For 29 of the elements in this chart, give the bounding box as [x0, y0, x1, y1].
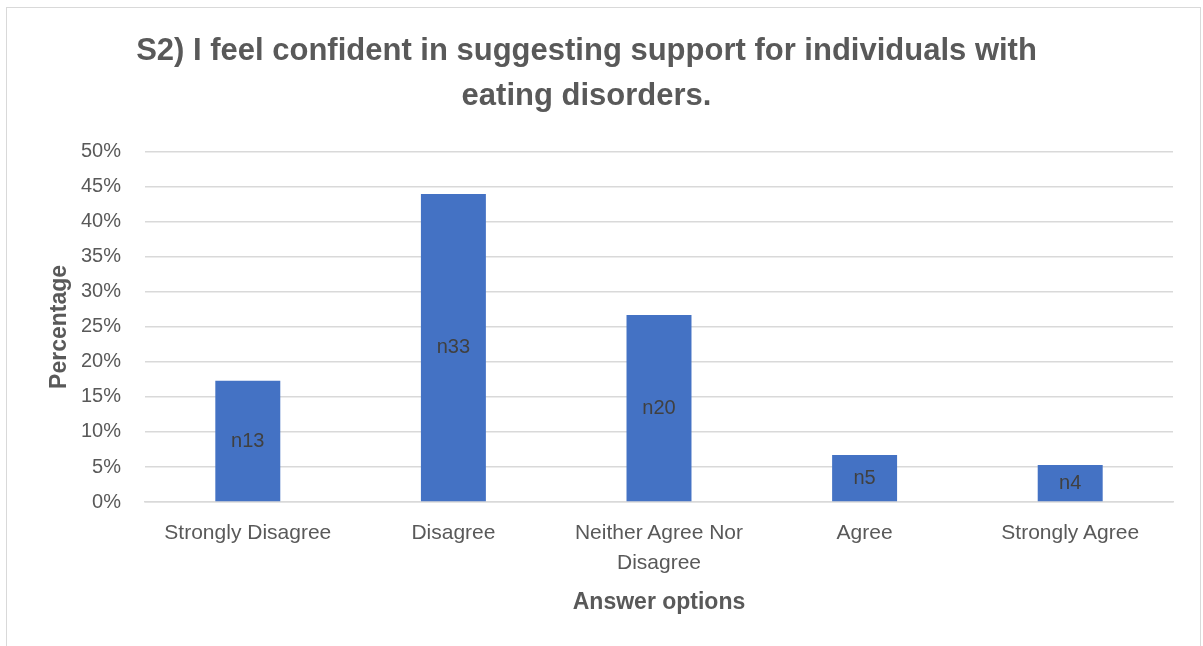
x-tick-label: Disagree [411, 520, 496, 544]
bar [832, 455, 898, 502]
y-tick-label: 45% [80, 174, 122, 197]
y-tick-label: 15% [80, 384, 122, 407]
bar [626, 315, 692, 502]
y-tick-label: 40% [80, 209, 122, 232]
y-tick-label: 0% [92, 489, 122, 512]
y-axis-title: Percentage [45, 264, 72, 389]
data-label: n4 [1059, 470, 1082, 493]
y-tick-label: 25% [80, 314, 122, 337]
bar [1037, 464, 1103, 502]
chart-title: S2) I feel confident in suggesting support for individuals with eating disorders. [136, 32, 1037, 112]
y-tick-label: 50% [80, 139, 122, 162]
y-tick-label: 5% [92, 454, 122, 477]
x-tick-label: Strongly Disagree [164, 520, 332, 544]
y-tick-label: 30% [80, 279, 122, 302]
y-tick-label: 20% [80, 349, 122, 372]
y-tick-label: 10% [80, 419, 122, 442]
data-label: n13 [231, 428, 265, 451]
x-axis-title: Answer options [572, 587, 746, 614]
x-tick-label: Strongly Agree [1001, 520, 1140, 544]
x-tick-label: Agree [836, 520, 893, 544]
data-label: n5 [853, 465, 876, 488]
bar [420, 193, 486, 502]
data-label: n33 [436, 335, 471, 358]
data-label: n20 [642, 395, 676, 418]
y-tick-label: 35% [80, 244, 122, 267]
x-tick-label: Neither Agree Nor Disagree [574, 520, 744, 573]
bar [215, 380, 281, 502]
